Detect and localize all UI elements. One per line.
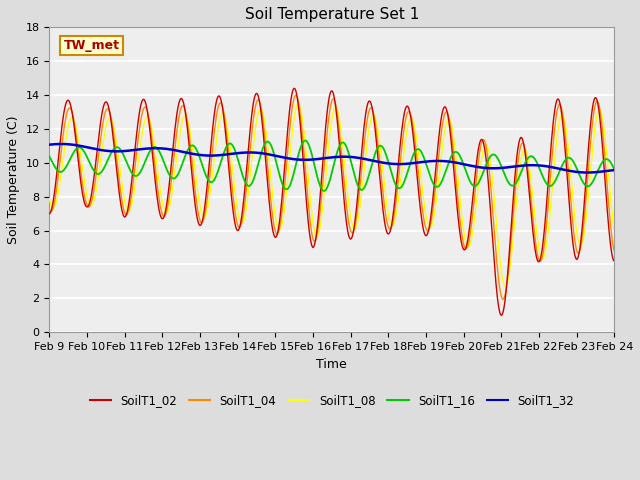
- SoilT1_16: [436, 182, 444, 188]
- SoilT1_02: [324, 103, 332, 108]
- SoilT1_08: [611, 229, 618, 235]
- SoilT1_08: [170, 180, 177, 186]
- SoilT1_16: [170, 176, 177, 181]
- SoilT1_32: [611, 167, 618, 173]
- SoilT1_32: [170, 147, 178, 153]
- Text: TW_met: TW_met: [63, 38, 120, 52]
- SoilT1_08: [194, 188, 202, 194]
- SoilT1_08: [560, 116, 568, 121]
- SoilT1_04: [45, 207, 53, 213]
- Legend: SoilT1_02, SoilT1_04, SoilT1_08, SoilT1_16, SoilT1_32: SoilT1_02, SoilT1_04, SoilT1_08, SoilT1_…: [85, 389, 579, 412]
- SoilT1_02: [291, 85, 298, 91]
- SoilT1_04: [611, 249, 618, 254]
- SoilT1_02: [435, 136, 442, 142]
- SoilT1_32: [324, 155, 332, 161]
- SoilT1_04: [435, 154, 442, 159]
- SoilT1_04: [170, 159, 177, 165]
- SoilT1_32: [195, 152, 202, 157]
- SoilT1_04: [379, 190, 387, 196]
- SoilT1_02: [611, 258, 618, 264]
- SoilT1_32: [45, 142, 53, 147]
- SoilT1_04: [292, 92, 300, 98]
- SoilT1_08: [45, 196, 53, 202]
- SoilT1_16: [380, 146, 387, 152]
- SoilT1_16: [301, 138, 309, 144]
- SoilT1_32: [435, 158, 442, 164]
- Line: SoilT1_32: SoilT1_32: [49, 144, 614, 172]
- SoilT1_16: [320, 188, 328, 194]
- SoilT1_08: [294, 101, 302, 107]
- Line: SoilT1_04: SoilT1_04: [49, 95, 614, 300]
- SoilT1_02: [170, 141, 177, 147]
- SoilT1_02: [560, 135, 568, 141]
- SoilT1_08: [324, 150, 332, 156]
- SoilT1_16: [45, 154, 53, 159]
- Title: Soil Temperature Set 1: Soil Temperature Set 1: [244, 7, 419, 22]
- SoilT1_16: [611, 167, 618, 172]
- SoilT1_32: [559, 167, 567, 172]
- Line: SoilT1_08: SoilT1_08: [49, 104, 614, 287]
- SoilT1_02: [45, 211, 53, 216]
- SoilT1_08: [435, 178, 442, 184]
- SoilT1_04: [560, 122, 568, 128]
- SoilT1_02: [379, 206, 387, 212]
- SoilT1_04: [499, 297, 507, 302]
- SoilT1_16: [194, 149, 202, 155]
- SoilT1_32: [57, 141, 65, 147]
- Y-axis label: Soil Temperature (C): Soil Temperature (C): [7, 116, 20, 244]
- SoilT1_32: [584, 169, 591, 175]
- SoilT1_08: [379, 168, 387, 174]
- Line: SoilT1_02: SoilT1_02: [49, 88, 614, 315]
- SoilT1_02: [194, 217, 202, 223]
- Line: SoilT1_16: SoilT1_16: [49, 141, 614, 191]
- SoilT1_08: [502, 284, 509, 289]
- SoilT1_16: [560, 159, 568, 165]
- X-axis label: Time: Time: [317, 358, 348, 371]
- SoilT1_04: [324, 122, 332, 128]
- SoilT1_32: [379, 160, 387, 166]
- SoilT1_04: [194, 207, 202, 213]
- SoilT1_16: [325, 181, 333, 187]
- SoilT1_02: [497, 312, 505, 318]
